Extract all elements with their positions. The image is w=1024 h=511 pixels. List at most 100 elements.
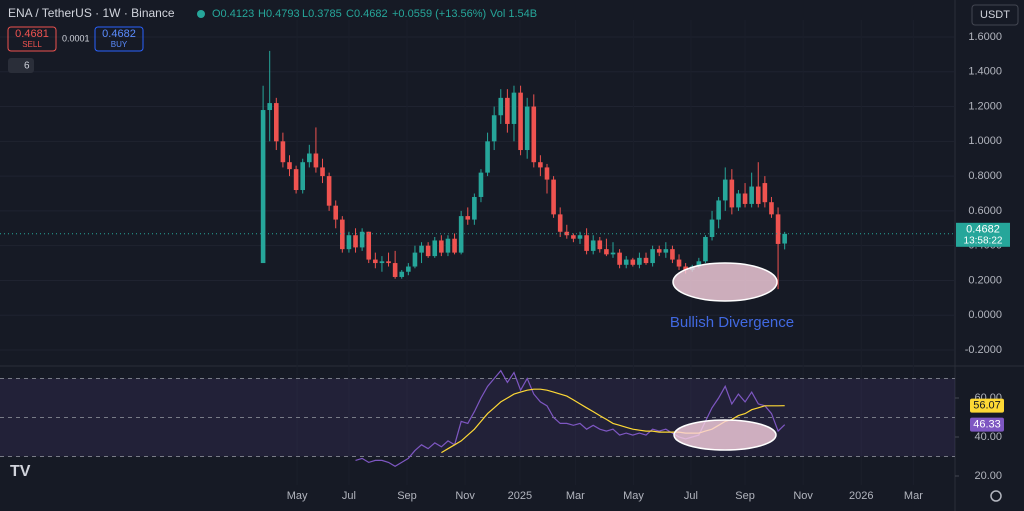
candle-body [538, 162, 543, 168]
y-tick-label: 20.00 [974, 470, 1002, 482]
buy-label: BUY [111, 40, 128, 49]
candle-body [722, 179, 728, 201]
x-tick-label: Jul [684, 490, 698, 502]
candle-body [577, 235, 583, 239]
ohlc-high: H0.4793 [258, 8, 300, 20]
x-tick-label: Nov [455, 490, 475, 502]
candle-body [564, 231, 570, 236]
candle-body [439, 240, 444, 253]
candle-body [366, 231, 372, 260]
candle-body [300, 162, 306, 191]
candle-body [280, 141, 286, 163]
plot: 1.60001.40001.20001.00000.80000.60000.40… [0, 20, 1010, 502]
x-tick-label: May [623, 490, 644, 502]
candle-body [696, 261, 702, 267]
candle-body [703, 236, 708, 262]
currency-button[interactable] [971, 4, 1019, 26]
candle-body [590, 240, 596, 251]
candle-body [670, 249, 675, 260]
ohlc-close: C0.4682 [346, 8, 388, 20]
candle-body [676, 259, 682, 267]
x-tick-label: Mar [904, 490, 923, 502]
x-tick-label: Nov [793, 490, 813, 502]
highlight-ellipse [672, 262, 778, 302]
candle-body [465, 216, 471, 220]
candle-body [551, 179, 556, 215]
candle-body [518, 92, 523, 151]
candle-body [406, 266, 411, 272]
y-tick-label: 0.0000 [968, 309, 1002, 321]
indicator-line [355, 369, 786, 467]
candle-body [498, 97, 504, 116]
y-tick-label: -0.2000 [965, 344, 1002, 356]
candle-body [617, 252, 622, 265]
candle-body [557, 214, 563, 232]
candle-body [485, 141, 490, 173]
candle-body [571, 235, 576, 239]
candle-body [313, 153, 319, 168]
highlight-ellipse [673, 419, 777, 451]
candle-body [531, 106, 537, 163]
candle-body [584, 235, 589, 251]
indicator-count: 6 [24, 61, 30, 72]
sell-label: SELL [22, 40, 42, 49]
ohlc-open: O0.4123 [212, 8, 254, 20]
candle-body [643, 257, 649, 264]
candle-body [307, 153, 312, 163]
candle-body [742, 193, 748, 204]
indicator-toggle[interactable] [8, 58, 34, 73]
candle-body [373, 259, 378, 264]
buy-price: 0.4682 [102, 28, 136, 40]
candle-body [775, 214, 781, 244]
candle-body [663, 249, 669, 253]
candle-body [544, 167, 550, 180]
candle-body [379, 261, 385, 264]
x-tick-label: Sep [397, 490, 417, 502]
x-tick-label: May [287, 490, 308, 502]
y-tick-label: 0.2000 [968, 274, 1002, 286]
sell-button[interactable] [7, 26, 57, 52]
candle-body [650, 249, 655, 264]
candle-body [478, 172, 484, 197]
x-tick-label: 2025 [508, 490, 532, 502]
annotation: Bullish Divergence [670, 314, 794, 331]
candle-body [709, 219, 715, 237]
candle-body [320, 167, 325, 177]
candle-body [491, 115, 497, 142]
price-tag-countdown: 13:58:22 [964, 235, 1003, 246]
candle-body [749, 186, 754, 204]
candle-body [729, 179, 735, 208]
candle-body [755, 186, 761, 204]
x-tick-label: Sep [735, 490, 755, 502]
candle-body [683, 266, 688, 271]
candle-body [392, 263, 398, 277]
volume: Vol 1.54B [490, 8, 537, 20]
y-tick-label: 0.8000 [968, 170, 1002, 182]
candle-body [326, 176, 332, 206]
x-tick-label: Jul [342, 490, 356, 502]
candle-body [432, 240, 438, 257]
value-tag [970, 417, 1004, 432]
candle-body [458, 216, 464, 253]
candle-body [353, 235, 358, 248]
candle-body [610, 252, 616, 255]
y-tick-label: 1.4000 [968, 66, 1002, 78]
symbol: ENA / TetherUS · 1W · Binance [8, 6, 175, 20]
candle-body [604, 249, 609, 255]
value-tag [970, 398, 1004, 413]
candle-body [597, 240, 603, 250]
candle-body [637, 257, 642, 265]
settings-icon[interactable] [990, 490, 1002, 502]
status-dot [197, 10, 205, 18]
candle-body [511, 92, 517, 124]
candle-body [505, 97, 510, 124]
y-tick-label: 0.6000 [968, 205, 1002, 217]
buy-button[interactable] [94, 26, 144, 52]
x-tick-label: 2026 [849, 490, 873, 502]
candle-body [736, 193, 741, 208]
y-tick-label: 1.2000 [968, 100, 1002, 112]
candle-body [425, 245, 431, 257]
candle-body [445, 238, 451, 253]
